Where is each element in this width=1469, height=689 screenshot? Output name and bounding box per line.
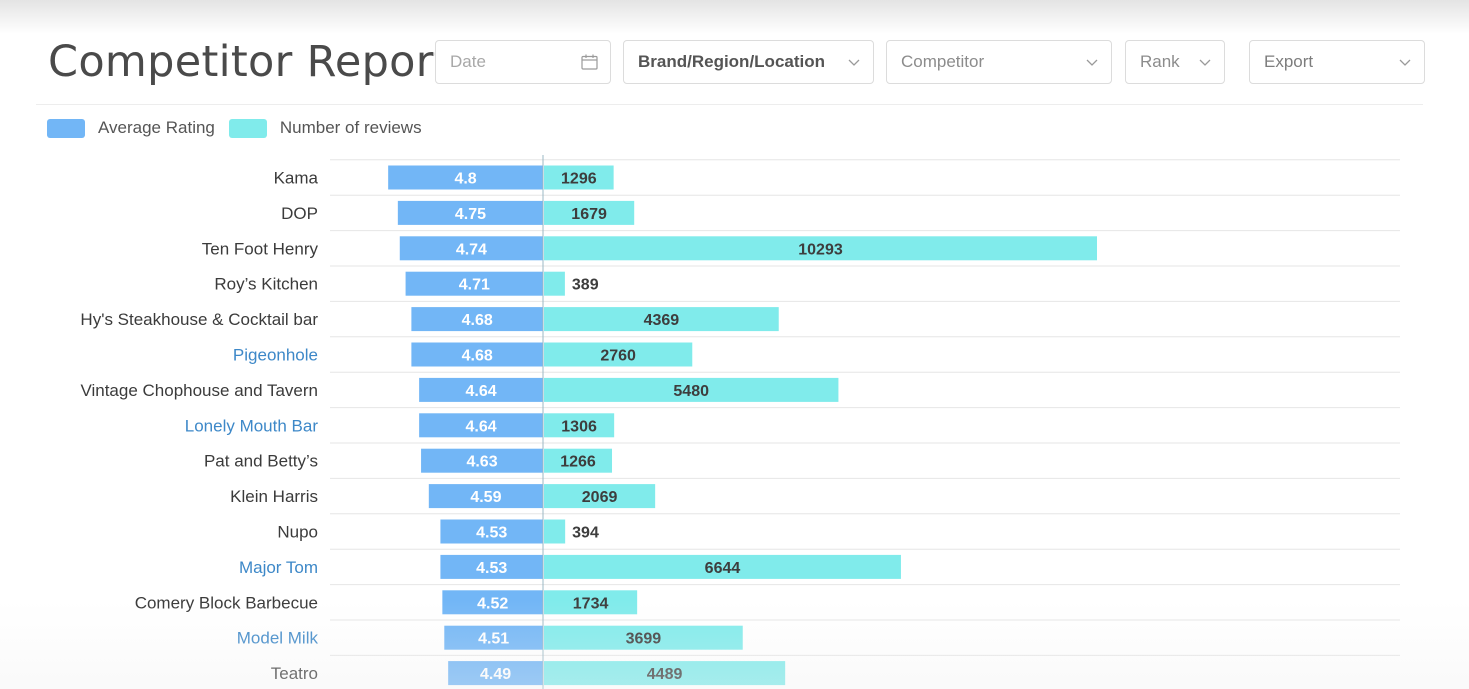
rating-bar — [399, 236, 543, 261]
rating-bar — [428, 484, 543, 509]
rating-value-label: 4.53 — [476, 525, 507, 542]
reviews-value-label: 3699 — [626, 631, 662, 648]
category-label: Roy’s Kitchen — [214, 275, 318, 294]
reviews-bar — [544, 625, 743, 650]
competitor-bar-chart: Kama 4.8 1296 DOP 4.75 1679 Ten Foot Henry 4.74… — [80, 155, 1400, 689]
rating-value-label: 4.74 — [456, 241, 487, 258]
rating-value-label: 4.52 — [477, 595, 508, 612]
chart-legend: Average Rating Number of reviews — [47, 118, 436, 138]
reviews-bar — [544, 236, 1097, 261]
top-shadow — [0, 0, 1469, 34]
reviews-bar — [544, 200, 635, 225]
reviews-value-label: 1734 — [573, 595, 609, 612]
rating-bar — [388, 165, 543, 190]
reviews-bar — [544, 271, 565, 296]
chevron-down-icon — [1086, 59, 1098, 66]
reviews-bar — [544, 307, 779, 332]
rating-bar — [419, 377, 543, 402]
rank-dropdown[interactable]: Rank — [1125, 40, 1225, 84]
reviews-bar — [544, 484, 656, 509]
category-label: Teatro — [271, 664, 318, 683]
rating-bar — [440, 519, 543, 544]
reviews-bar — [544, 519, 566, 544]
rating-value-label: 4.53 — [476, 560, 507, 577]
reviews-bar — [544, 342, 693, 367]
page-title: Competitor Report — [48, 37, 451, 87]
chevron-down-icon — [1199, 59, 1211, 66]
rank-label: Rank — [1140, 52, 1180, 71]
reviews-value-label: 5480 — [673, 383, 709, 400]
reviews-value-label: 10293 — [798, 241, 843, 258]
header-divider — [36, 104, 1423, 105]
rating-value-label: 4.68 — [462, 312, 493, 329]
export-label: Export — [1264, 52, 1314, 71]
reviews-value-label: 389 — [572, 277, 599, 294]
reviews-bar — [544, 448, 613, 473]
rating-bar — [444, 625, 543, 650]
calendar-icon — [581, 54, 598, 70]
competitor-dropdown[interactable]: Competitor — [886, 40, 1112, 84]
reviews-value-label: 1266 — [560, 454, 596, 471]
reviews-value-label: 4369 — [644, 312, 680, 329]
category-label: Klein Harris — [230, 487, 318, 506]
rating-bar — [405, 271, 543, 296]
rating-bar — [411, 342, 543, 367]
competitor-link[interactable]: Major Tom — [239, 558, 318, 577]
competitor-link[interactable]: Model Milk — [237, 629, 319, 648]
reviews-value-label: 2069 — [582, 489, 618, 506]
rating-bar — [397, 200, 543, 225]
reviews-bar — [544, 413, 615, 438]
reviews-bar — [544, 554, 901, 579]
category-label: Hy's Steakhouse & Cocktail bar — [80, 310, 318, 329]
reviews-bar — [544, 661, 786, 686]
legend-label-average-rating: Average Rating — [98, 118, 215, 137]
category-label: DOP — [281, 204, 318, 223]
rating-value-label: 4.71 — [459, 277, 490, 294]
competitor-link[interactable]: Pigeonhole — [233, 346, 318, 365]
reviews-value-label: 1306 — [561, 418, 597, 435]
reviews-value-label: 2760 — [600, 348, 636, 365]
reviews-bar — [544, 590, 638, 615]
competitor-link[interactable]: Lonely Mouth Bar — [185, 416, 319, 435]
chevron-down-icon — [1399, 59, 1411, 66]
category-label: Nupo — [277, 523, 318, 542]
legend-swatch-number-of-reviews — [228, 118, 267, 138]
rating-bar — [421, 448, 543, 473]
rating-value-label: 4.68 — [462, 348, 493, 365]
category-label: Ten Foot Henry — [202, 239, 319, 258]
reviews-value-label: 1679 — [571, 206, 607, 223]
rating-bar — [442, 590, 543, 615]
rating-value-label: 4.75 — [455, 206, 486, 223]
category-label: Pat and Betty’s — [204, 452, 318, 471]
legend-label-number-of-reviews: Number of reviews — [279, 118, 422, 137]
rating-value-label: 4.63 — [466, 454, 497, 471]
rating-value-label: 4.59 — [470, 489, 501, 506]
date-picker[interactable]: Date — [435, 40, 611, 84]
rating-value-label: 4.8 — [454, 171, 476, 188]
legend-swatch-average-rating — [47, 118, 85, 138]
export-dropdown[interactable]: Export — [1249, 40, 1425, 84]
rating-bar — [440, 554, 543, 579]
brand-region-location-label: Brand/Region/Location — [638, 52, 825, 71]
date-placeholder: Date — [450, 52, 486, 71]
rating-value-label: 4.64 — [465, 383, 496, 400]
reviews-value-label: 1296 — [561, 171, 597, 188]
reviews-value-label: 4489 — [647, 666, 683, 683]
rating-value-label: 4.49 — [480, 666, 511, 683]
chevron-down-icon — [848, 59, 860, 66]
category-label: Kama — [274, 169, 319, 188]
category-label: Vintage Chophouse and Tavern — [80, 381, 318, 400]
rating-bar — [448, 661, 543, 686]
brand-region-location-dropdown[interactable]: Brand/Region/Location — [623, 40, 874, 84]
rating-bar — [411, 307, 543, 332]
category-label: Comery Block Barbecue — [135, 593, 318, 612]
reviews-bar — [544, 165, 614, 190]
competitor-label: Competitor — [901, 52, 985, 71]
reviews-value-label: 394 — [572, 525, 599, 542]
reviews-value-label: 6644 — [705, 560, 741, 577]
reviews-bar — [544, 377, 839, 402]
rating-value-label: 4.51 — [478, 631, 509, 648]
rating-bar — [419, 413, 543, 438]
rating-value-label: 4.64 — [465, 418, 496, 435]
